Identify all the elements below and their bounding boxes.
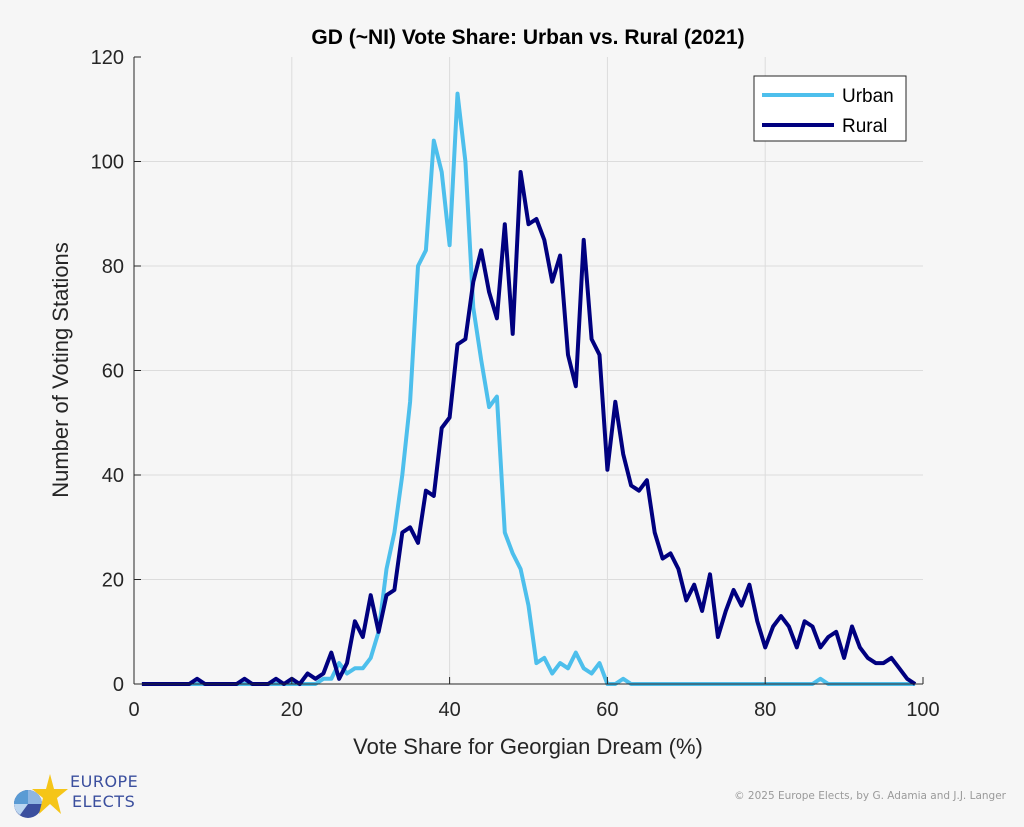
- series-line-rural: [141, 170, 917, 686]
- footer-credit: © 2025 Europe Elects, by G. Adamia and J…: [734, 790, 1006, 802]
- logo-line-1: EUROPE: [70, 772, 139, 791]
- legend-label-rural: Rural: [842, 116, 887, 137]
- legend[interactable]: Urban Rural: [753, 75, 907, 142]
- y-axis-label: Number of Voting Stations: [48, 242, 73, 498]
- y-tick-label: 60: [102, 361, 124, 383]
- axes: [133, 56, 924, 685]
- legend-box: [753, 75, 907, 142]
- x-tick-label: 0: [128, 699, 139, 721]
- x-axis-label: Vote Share for Georgian Dream (%): [353, 734, 703, 759]
- y-tick-label: 40: [102, 465, 124, 487]
- grid: [134, 57, 923, 684]
- x-tick-label: 80: [754, 699, 776, 721]
- y-tick-label: 0: [113, 674, 124, 696]
- y-tick-label: 20: [102, 570, 124, 592]
- y-tick-label: 120: [91, 47, 124, 69]
- y-tick-labels: 0 20 40 60 80 100 120: [91, 47, 124, 696]
- y-tick-label: 80: [102, 256, 124, 278]
- chart-title: GD (~NI) Vote Share: Urban vs. Rural (20…: [311, 26, 744, 49]
- y-tick-label: 100: [91, 152, 124, 174]
- logo-icon: [14, 774, 68, 818]
- legend-label-urban: Urban: [842, 86, 894, 107]
- x-tick-label: 60: [596, 699, 618, 721]
- logo-wordmark: EUROPE ELECTS: [70, 772, 138, 812]
- chart: 0 20 40 60 80 100 0 20 40 60 80 100 120 GD (~NI) Vo…: [48, 26, 940, 759]
- x-tick-label: 20: [281, 699, 303, 721]
- logo-line-2: ELECTS: [72, 792, 136, 811]
- x-tick-labels: 0 20 40 60 80 100: [128, 699, 939, 721]
- x-tick-label: 100: [906, 699, 939, 721]
- x-tick-label: 40: [438, 699, 460, 721]
- europe-elects-logo: EUROPE ELECTS: [10, 772, 140, 820]
